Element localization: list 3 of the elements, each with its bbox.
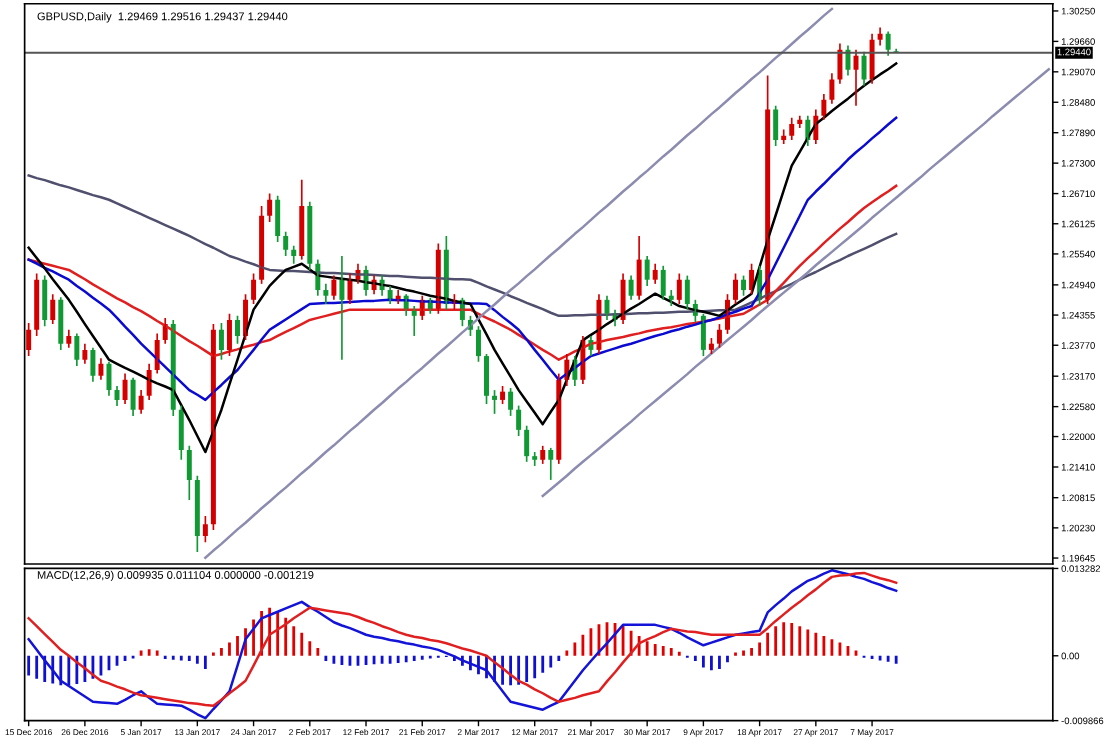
line-series	[541, 68, 1051, 498]
line-series	[204, 7, 834, 560]
line-series	[27, 116, 898, 402]
